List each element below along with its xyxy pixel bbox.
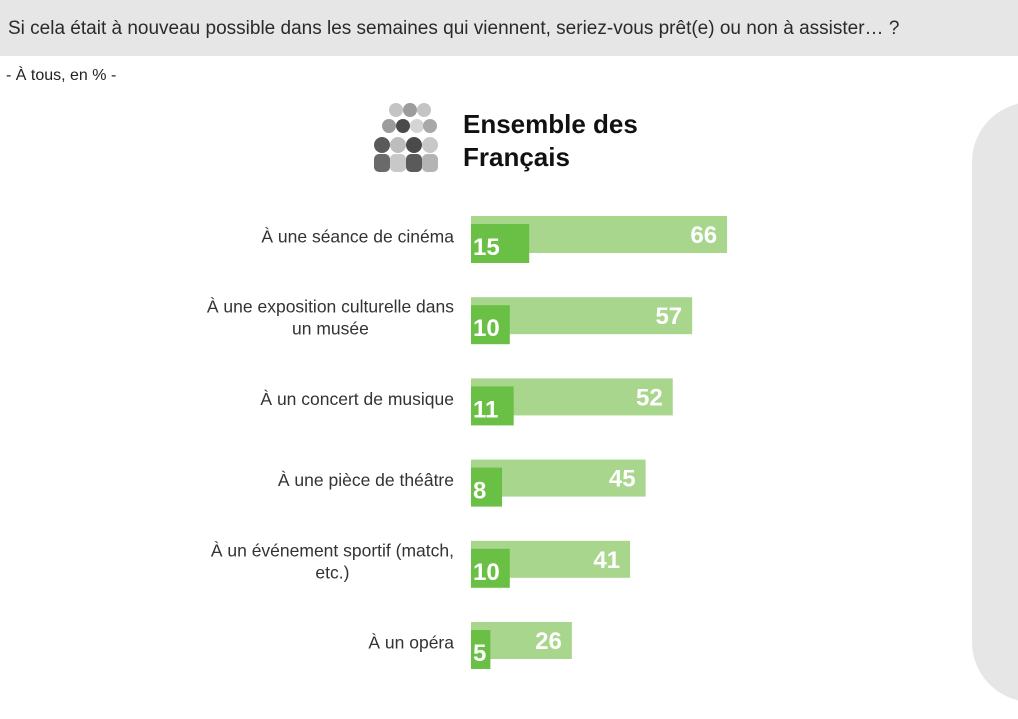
category-label: À un événement sportif (match, etc.) xyxy=(211,540,454,582)
category-label-line: À un concert de musique xyxy=(260,389,454,409)
category-label: À une pièce de théâtre xyxy=(278,470,454,490)
category-label-line: À un opéra xyxy=(368,633,454,653)
chart-title: Ensemble des Français xyxy=(463,109,638,172)
bar-strong xyxy=(471,467,503,507)
bar-strong xyxy=(471,305,510,345)
category-label: À une exposition culturelle dans un musée xyxy=(207,297,454,339)
bar-strong xyxy=(471,386,514,426)
bar-strong-value: 10 xyxy=(473,315,500,342)
question-header: Si cela était à nouveau possible dans le… xyxy=(0,0,1018,56)
bar-strong-value: 8 xyxy=(473,478,486,505)
category-label-line: À un événement sportif (match, xyxy=(211,540,454,560)
side-panel xyxy=(972,102,1018,702)
bar-total-value: 57 xyxy=(655,303,682,330)
bar-total-value: 45 xyxy=(609,466,636,493)
question-text: Si cela était à nouveau possible dans le… xyxy=(8,18,900,39)
bar-strong xyxy=(471,630,491,669)
bar-strong-value: 11 xyxy=(473,396,498,423)
bar-total-value: 26 xyxy=(535,628,562,655)
category-label-line: un musée xyxy=(292,319,369,339)
bar-strong-value: 10 xyxy=(473,559,500,586)
bar-strong-value: 15 xyxy=(473,234,500,261)
bar-strong xyxy=(471,224,530,263)
bar-total-value: 66 xyxy=(690,222,717,249)
category-label-line: etc.) xyxy=(315,562,349,582)
category-label: À un concert de musique xyxy=(260,389,454,409)
category-label: À une séance de cinéma xyxy=(261,227,454,247)
bar-strong-value: 5 xyxy=(473,640,486,667)
bar-strong xyxy=(471,548,510,588)
category-label-line: À une exposition culturelle dans xyxy=(207,297,454,317)
category-label-line: À une pièce de théâtre xyxy=(278,470,454,490)
people-group-icon xyxy=(374,103,438,172)
bar-total-value: 52 xyxy=(636,384,663,411)
category-label-line: À une séance de cinéma xyxy=(261,227,454,247)
bar-total-value: 41 xyxy=(593,547,620,574)
category-label: À un opéra xyxy=(368,633,454,653)
base-subtitle: - À tous, en % - xyxy=(6,67,117,84)
